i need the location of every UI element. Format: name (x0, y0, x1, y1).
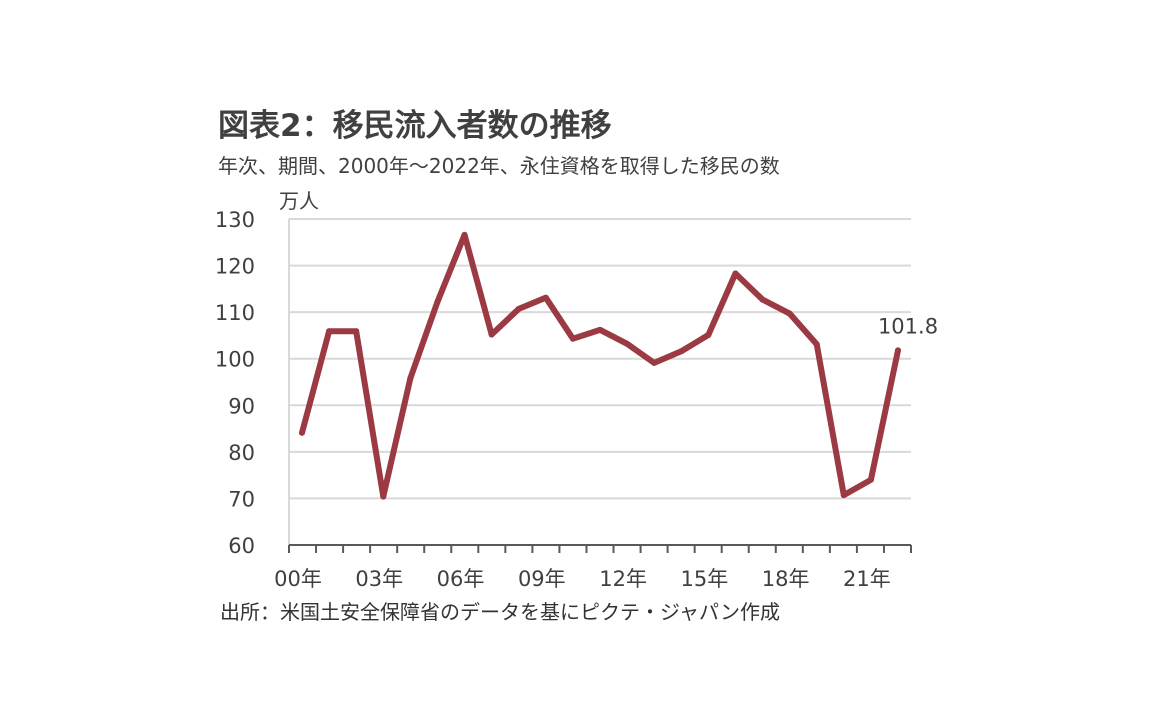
source-note: 出所：米国土安全保障省のデータを基にピクテ・ジャパン作成 (220, 600, 780, 624)
x-tick-label: 03年 (355, 567, 403, 591)
series-line-0 (299, 231, 901, 500)
data-point (759, 296, 766, 303)
data-label-last: 101.8 (878, 314, 938, 338)
data-point (461, 231, 468, 238)
x-tick-label: 12年 (599, 567, 647, 591)
data-point (705, 331, 712, 338)
y-tick-label: 120 (215, 255, 255, 279)
chart-title: 図表2：移民流入者数の推移 (218, 108, 612, 144)
data-point (813, 341, 820, 348)
data-point (407, 375, 414, 382)
data-point (624, 340, 631, 347)
data-point (678, 348, 685, 355)
data-point (380, 493, 387, 500)
annotations: 101.8 (878, 314, 938, 338)
data-point (542, 294, 549, 301)
data-point (867, 476, 874, 483)
y-tick-label: 90 (228, 394, 255, 418)
x-tick-label: 06年 (437, 567, 485, 591)
data-point (895, 347, 901, 354)
series-group (299, 231, 901, 500)
x-tick-label: 21年 (843, 567, 891, 591)
y-axis-ticks: 60 70 80 90 100 110 120 130 (215, 208, 255, 558)
data-point (299, 429, 305, 436)
y-axis-unit: 万人 (279, 189, 319, 213)
y-tick-label: 80 (228, 441, 255, 465)
y-tick-label: 100 (215, 348, 255, 372)
x-tick-label: 18年 (762, 567, 810, 591)
y-tick-label: 70 (228, 487, 255, 511)
data-point (597, 326, 603, 333)
data-point (732, 270, 739, 277)
x-tick-label: 15年 (680, 567, 728, 591)
data-point (488, 331, 495, 338)
data-point (326, 328, 333, 335)
x-tick-label: 09年 (518, 567, 566, 591)
y-tick-label: 60 (228, 534, 255, 558)
y-tick-label: 130 (215, 208, 255, 232)
data-point (353, 328, 360, 335)
data-point (569, 335, 576, 342)
data-point (786, 310, 793, 317)
data-point (840, 492, 847, 499)
data-point (434, 298, 441, 305)
x-axis: 00年 03年 06年 09年 12年 15年 18年 21年 (274, 219, 912, 591)
x-tick-label: 00年 (274, 567, 322, 591)
y-tick-label: 110 (215, 301, 255, 325)
data-point (651, 359, 658, 366)
data-point (515, 305, 522, 312)
chart-subtitle: 年次、期間、2000年～2022年、永住資格を取得した移民の数 (218, 154, 780, 178)
